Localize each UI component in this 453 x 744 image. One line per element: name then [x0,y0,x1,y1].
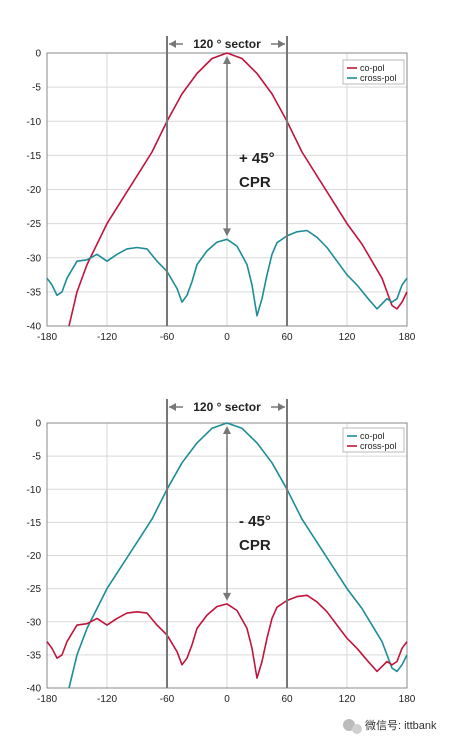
series-line-co-pol [68,422,408,689]
watermark: 微信号: ittbank [343,718,437,734]
y-tick-label: -40 [27,322,42,333]
y-tick-label: -20 [27,185,42,196]
sector-arrowhead-left [169,40,176,48]
legend-label-co-pol: co-pol [360,63,385,73]
chart-bottom: 0 -5 -10 -15 -20 -25 -30 -35 -40-180 -120 -60 0 60 12… [27,399,416,705]
y-tick-label: -15 [27,518,42,529]
x-tick-label: -120 [97,332,117,343]
x-tick-label: 120 [339,694,356,705]
y-tick-label: -30 [27,617,42,628]
y-tick-label: -35 [27,287,42,298]
x-tick-label: -180 [37,332,57,343]
y-tick-label: -20 [27,551,42,562]
cpr-arrowhead-bottom [223,592,231,601]
cpr-arrowhead-bottom [223,228,231,237]
x-tick-label: -180 [37,694,57,705]
y-tick-label: -25 [27,219,42,230]
legend-label-cross-pol: cross-pol [360,73,397,83]
cpr-arrowhead-top [223,56,231,64]
sector-label: 120 ° sector [193,37,261,51]
sector-annotation: 120 ° sector [169,37,285,51]
legend-box [342,427,405,453]
cpr-arrowhead-top [223,426,231,434]
cpr-polarization-label: - 45° [239,513,271,530]
cpr-label: CPR [239,174,271,191]
sector-arrowhead-right [278,403,285,411]
y-tick-label: -5 [32,83,41,94]
x-tick-label: 180 [399,694,416,705]
y-tick-label: -30 [27,253,42,264]
legend-label-co-pol: co-pol [360,431,385,441]
x-tick-label: 60 [281,694,293,705]
x-tick-label: -60 [160,694,175,705]
legend-box [342,59,405,85]
cpr-label: CPR [239,537,271,554]
x-tick-label: -120 [97,694,117,705]
y-tick-label: -5 [32,452,41,463]
chart-top: 0 -5 -10 -15 -20 -25 -30 -35 -40-180 -120 -60 0 60 12… [27,36,416,343]
sector-arrowhead-right [278,40,285,48]
y-tick-label: 0 [35,419,41,430]
series-line-cross-pol [46,594,408,679]
sector-annotation: 120 ° sector [169,400,285,414]
wechat-icon [343,719,362,734]
y-tick-label: -10 [27,485,42,496]
series-line-co-pol [68,52,408,327]
y-tick-label: -10 [27,117,42,128]
y-tick-label: -15 [27,151,42,162]
x-tick-label: -60 [160,332,175,343]
y-tick-label: 0 [35,49,41,60]
cpr-polarization-label: + 45° [239,150,275,167]
cpr-arrow [223,426,231,601]
series-line-cross-pol [46,229,408,317]
legend-label-cross-pol: cross-pol [360,441,397,451]
x-tick-label: 120 [339,332,356,343]
y-tick-label: -35 [27,650,42,661]
cpr-arrow [223,56,231,237]
watermark-text: 微信号: ittbank [365,718,437,732]
x-tick-label: 60 [281,332,293,343]
sector-label: 120 ° sector [193,400,261,414]
x-tick-label: 0 [224,332,230,343]
y-tick-label: -25 [27,584,42,595]
y-tick-label: -40 [27,684,42,695]
x-tick-label: 180 [399,332,416,343]
sector-arrowhead-left [169,403,176,411]
x-tick-label: 0 [224,694,230,705]
